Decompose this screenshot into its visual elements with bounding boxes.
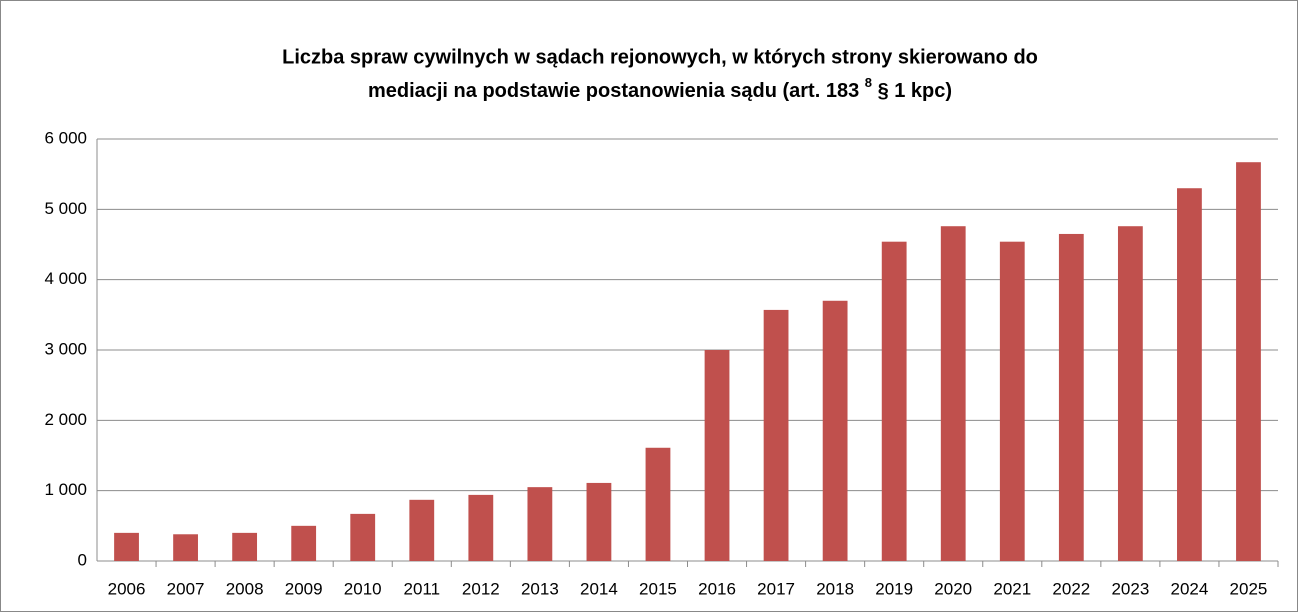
bar [881, 241, 907, 562]
chart-title: mediacji na podstawie postanowienia sądu… [368, 72, 952, 102]
x-tick-label: 2007 [167, 579, 205, 598]
chart-title: § 1 kpc) [878, 80, 952, 102]
x-tick-label: 2012 [462, 579, 500, 598]
y-tick-label: 1 000 [44, 480, 87, 499]
x-tick-label: 2017 [757, 579, 795, 598]
x-tick-label: 2008 [226, 579, 264, 598]
bar [409, 499, 435, 561]
bar [173, 534, 198, 561]
bar [822, 300, 848, 561]
bar [291, 525, 317, 561]
y-tick-label: 0 [78, 550, 87, 569]
bar [350, 513, 376, 561]
x-tick-label: 2018 [816, 579, 854, 598]
x-tick-label: 2023 [1111, 579, 1149, 598]
bar [1058, 233, 1084, 561]
bar [763, 309, 789, 561]
y-tick-label: 2 000 [44, 410, 87, 429]
x-tick-label: 2020 [934, 579, 972, 598]
x-tick-label: 2022 [1052, 579, 1090, 598]
bar [527, 487, 553, 561]
x-tick-label: 2019 [875, 579, 913, 598]
x-tick-label: 2014 [580, 579, 618, 598]
y-tick-label: 5 000 [44, 199, 87, 218]
x-tick-label: 2016 [698, 579, 736, 598]
x-tick-label: 2024 [1171, 579, 1209, 598]
bar [1117, 226, 1143, 562]
y-tick-label: 4 000 [44, 269, 87, 288]
x-tick-label: 2025 [1230, 579, 1268, 598]
bar [999, 241, 1025, 562]
bar [1177, 188, 1202, 561]
bar [586, 482, 612, 561]
y-tick-label: 6 000 [44, 128, 87, 147]
bar [114, 532, 139, 561]
bar [645, 447, 671, 561]
chart-title-superscript: 8 [865, 75, 872, 90]
chart-title: Liczba spraw cywilnych w sądach rejonowy… [282, 46, 1038, 68]
x-tick-label: 2010 [344, 579, 382, 598]
bar [232, 532, 258, 561]
x-tick-label: 2009 [285, 579, 323, 598]
y-tick-label: 3 000 [44, 339, 87, 358]
bar [468, 494, 494, 561]
bar [940, 226, 966, 562]
x-tick-label: 2006 [108, 579, 146, 598]
bar [704, 350, 730, 561]
x-tick-label: 2015 [639, 579, 677, 598]
x-tick-label: 2011 [403, 579, 440, 598]
chart-title: mediacji na podstawie postanowienia sądu… [368, 80, 859, 102]
bar [1236, 162, 1261, 561]
x-tick-label: 2021 [993, 579, 1031, 598]
x-tick-label: 2013 [521, 579, 559, 598]
